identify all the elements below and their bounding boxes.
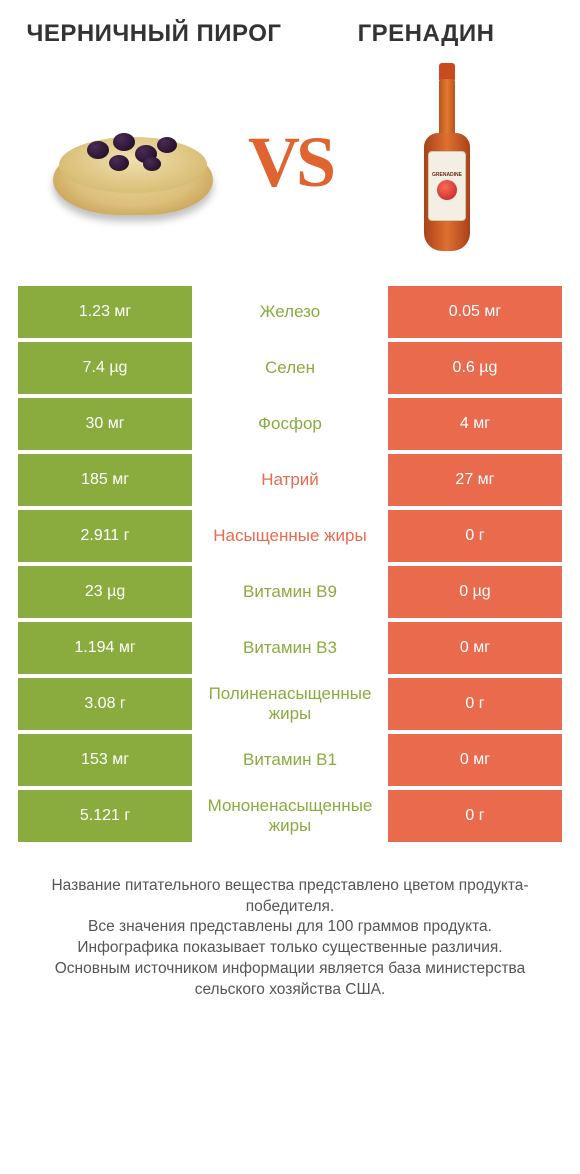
- left-product-title: ЧЕРНИЧНЫЙ ПИРОГ: [18, 20, 290, 48]
- right-product-title: ГРЕНАДИН: [290, 20, 562, 48]
- nutrient-label: Полиненасыщенные жиры: [192, 678, 388, 730]
- right-value-cell: 0 мг: [388, 622, 562, 674]
- nutrient-label: Железо: [192, 286, 388, 338]
- table-row: 30 мгФосфор4 мг: [18, 398, 562, 450]
- footer-line: Инфографика показывает только существенн…: [28, 938, 552, 959]
- right-value-cell: 0.05 мг: [388, 286, 562, 338]
- left-value-cell: 185 мг: [18, 454, 192, 506]
- left-value-cell: 30 мг: [18, 398, 192, 450]
- nutrient-label: Витамин B3: [192, 622, 388, 674]
- left-value-cell: 1.194 мг: [18, 622, 192, 674]
- left-product-image: [18, 103, 248, 223]
- bottle-icon: GRENADINE: [412, 63, 482, 263]
- table-row: 5.121 гМононенасыщенные жиры0 г: [18, 790, 562, 842]
- right-value-cell: 0.6 µg: [388, 342, 562, 394]
- bottle-label-text: GRENADINE: [432, 172, 462, 178]
- nutrient-label: Натрий: [192, 454, 388, 506]
- left-value-cell: 2.911 г: [18, 510, 192, 562]
- titles-row: ЧЕРНИЧНЫЙ ПИРОГ ГРЕНАДИН: [18, 20, 562, 48]
- left-value-cell: 3.08 г: [18, 678, 192, 730]
- footer-line: Все значения представлены для 100 граммо…: [28, 917, 552, 938]
- left-value-cell: 7.4 µg: [18, 342, 192, 394]
- left-value-cell: 5.121 г: [18, 790, 192, 842]
- table-row: 23 µgВитамин B90 µg: [18, 566, 562, 618]
- table-row: 185 мгНатрий27 мг: [18, 454, 562, 506]
- right-value-cell: 27 мг: [388, 454, 562, 506]
- footer-line: Название питательного вещества представл…: [28, 876, 552, 918]
- hero-row: VS GRENADINE: [18, 58, 562, 268]
- left-value-cell: 153 мг: [18, 734, 192, 786]
- right-value-cell: 0 г: [388, 510, 562, 562]
- table-row: 1.23 мгЖелезо0.05 мг: [18, 286, 562, 338]
- right-value-cell: 0 г: [388, 678, 562, 730]
- right-product-image: GRENADINE: [332, 63, 562, 263]
- left-value-cell: 1.23 мг: [18, 286, 192, 338]
- right-value-cell: 4 мг: [388, 398, 562, 450]
- table-row: 2.911 гНасыщенные жиры0 г: [18, 510, 562, 562]
- right-value-cell: 0 г: [388, 790, 562, 842]
- vs-label: VS: [248, 121, 332, 204]
- nutrient-label: Витамин B9: [192, 566, 388, 618]
- table-row: 1.194 мгВитамин B30 мг: [18, 622, 562, 674]
- comparison-table: 1.23 мгЖелезо0.05 мг7.4 µgСелен0.6 µg30 …: [18, 286, 562, 842]
- left-value-cell: 23 µg: [18, 566, 192, 618]
- nutrient-label: Селен: [192, 342, 388, 394]
- nutrient-label: Насыщенные жиры: [192, 510, 388, 562]
- right-value-cell: 0 мг: [388, 734, 562, 786]
- pie-icon: [53, 103, 213, 223]
- table-row: 153 мгВитамин B10 мг: [18, 734, 562, 786]
- table-row: 7.4 µgСелен0.6 µg: [18, 342, 562, 394]
- nutrient-label: Мононенасыщенные жиры: [192, 790, 388, 842]
- footer-notes: Название питательного вещества представл…: [18, 876, 562, 1002]
- right-value-cell: 0 µg: [388, 566, 562, 618]
- footer-line: Основным источником информации является …: [28, 959, 552, 1001]
- nutrient-label: Витамин B1: [192, 734, 388, 786]
- nutrient-label: Фосфор: [192, 398, 388, 450]
- infographic: ЧЕРНИЧНЫЙ ПИРОГ ГРЕНАДИН VS GRE: [0, 0, 580, 1001]
- table-row: 3.08 гПолиненасыщенные жиры0 г: [18, 678, 562, 730]
